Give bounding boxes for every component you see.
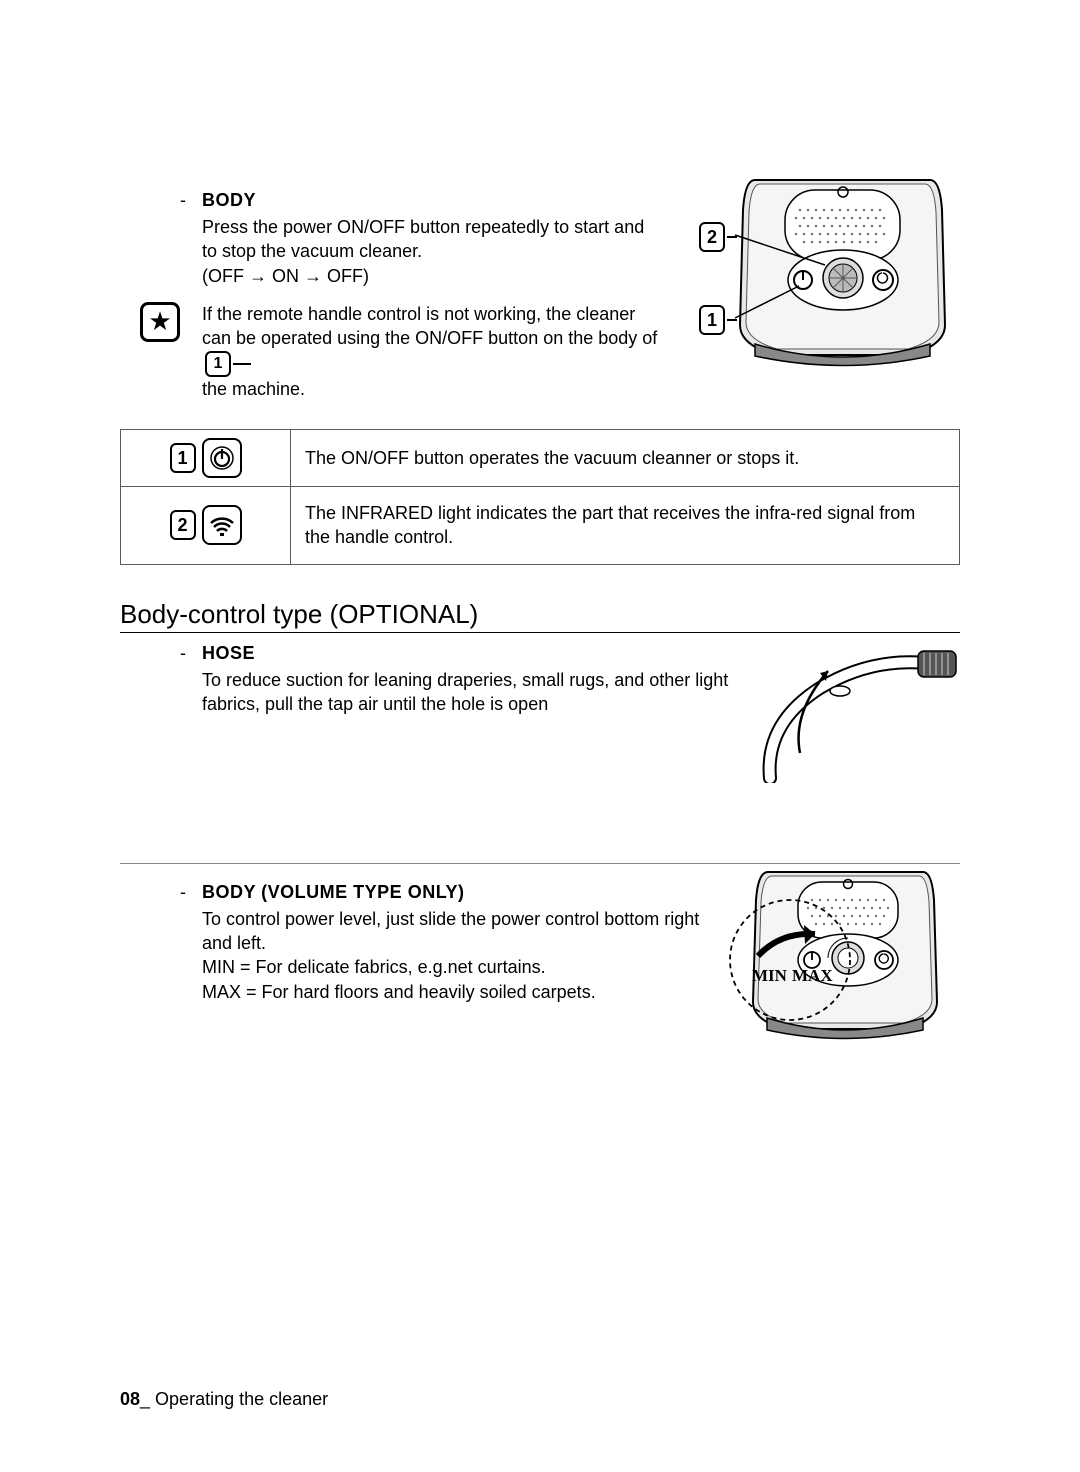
image1-callout-2: 2 [699,222,725,252]
volume-para-line4: MAX = For hard floors and heavily soiled… [202,980,762,1004]
image1-callout-1: 1 [699,305,725,335]
bullet-dash: - [180,190,202,211]
body-heading: BODY [202,190,256,211]
section-body: - BODY Press the power ON/OFF button rep… [120,190,960,401]
min-label: MIN [752,966,787,986]
row1-icon-cell: 1 [121,430,291,487]
table-row: 1 The ON/OFF button operates the vacuum … [121,430,960,487]
page-number: 08 [120,1389,140,1409]
vacuum-body-illustration-1: 2 1 [715,170,970,370]
image1-callout-1-leader [727,319,737,321]
max-label: MAX [792,966,833,986]
row2-num: 2 [170,510,196,540]
section-volume: - BODY (VOLUME TYPE ONLY) To control pow… [120,882,960,1082]
power-icon [202,438,242,478]
hose-heading: HOSE [202,643,255,664]
row2-text: The INFRARED light indicates the part th… [291,487,960,565]
footer-sep: _ [140,1389,155,1409]
volume-para-line3: MIN = For delicate fabrics, e.g.net curt… [202,955,762,979]
hose-para-line1: To reduce suction for leaning draperies,… [202,668,762,692]
page-footer: 08_ Operating the cleaner [120,1389,328,1410]
callout-1-leader [233,363,251,365]
section-title: Body-control type (OPTIONAL) [120,599,960,633]
body-para-line3: (OFF → ON → OFF) [202,264,692,288]
star-note-icon: ★ [140,302,180,342]
bullet-dash: - [180,882,202,903]
vacuum-svg-1 [715,170,970,370]
volume-para-line1: To control power level, just slide the p… [202,907,762,931]
body-para-line1: Press the power ON/OFF button repeatedly… [202,215,692,239]
callout-1-inline: 1 [205,351,251,377]
row1-text: The ON/OFF button operates the vacuum cl… [291,430,960,487]
section-hose: - HOSE To reduce suction for leaning dra… [120,643,960,803]
volume-para-line2: and left. [202,931,762,955]
volume-heading: BODY (VOLUME TYPE ONLY) [202,882,465,903]
row1-num: 1 [170,443,196,473]
note-line2a: can be operated using the ON/OFF button … [202,328,657,348]
callout-1-box: 1 [205,351,231,377]
bullet-dash: - [180,643,202,664]
hose-illustration [760,643,960,783]
footer-title: Operating the cleaner [155,1389,328,1409]
note-line1: If the remote handle control is not work… [202,304,635,324]
table-row: 2 The INFRARED light indicates the part … [121,487,960,565]
icon-function-table: 1 The ON/OFF button operates the vacuum … [120,429,960,565]
note-text: If the remote handle control is not work… [202,302,702,401]
note-line3: the machine. [202,379,305,399]
infrared-signal-icon [202,505,242,545]
image1-callout-2-leader [727,236,737,238]
row2-icon-cell: 2 [121,487,291,565]
hose-para-line2: fabrics, pull the tap air until the hole… [202,692,762,716]
vacuum-body-illustration-2: MIN MAX [720,862,970,1042]
body-para-line2: to stop the vacuum cleaner. [202,239,692,263]
